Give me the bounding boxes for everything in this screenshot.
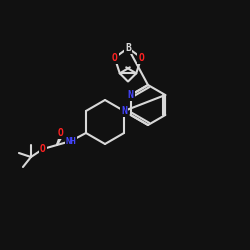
Text: O: O (138, 53, 144, 63)
Text: O: O (58, 128, 64, 138)
Text: B: B (125, 43, 131, 53)
Text: NH: NH (66, 136, 76, 145)
Text: N: N (128, 90, 134, 100)
Text: O: O (112, 53, 117, 63)
Text: N: N (121, 106, 127, 116)
Text: O: O (40, 144, 46, 154)
